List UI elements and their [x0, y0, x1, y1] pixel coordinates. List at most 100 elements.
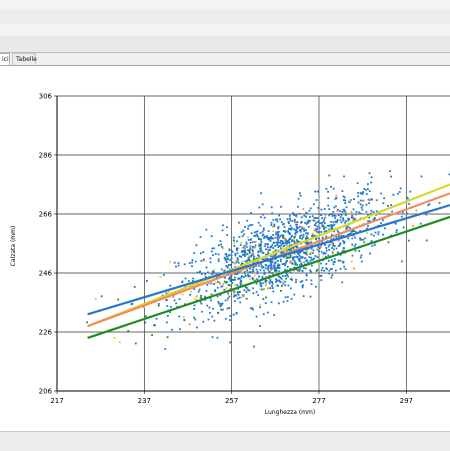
data-point	[293, 256, 296, 259]
data-point	[345, 228, 348, 230]
data-point	[334, 197, 337, 200]
data-point	[301, 226, 304, 228]
data-point	[258, 245, 261, 248]
data-point	[342, 219, 345, 222]
data-point	[296, 223, 299, 226]
data-point	[234, 272, 236, 275]
data-point	[332, 224, 335, 227]
data-point	[170, 328, 173, 331]
data-point	[282, 282, 285, 285]
data-point	[273, 267, 276, 269]
data-point	[344, 214, 347, 217]
data-point	[325, 255, 327, 258]
data-point	[291, 219, 294, 222]
data-point	[325, 188, 328, 190]
data-point	[303, 229, 306, 232]
data-point	[391, 210, 393, 213]
data-point	[262, 313, 265, 316]
data-point	[271, 281, 274, 283]
data-point	[310, 244, 313, 247]
data-point	[274, 281, 277, 283]
data-point	[279, 218, 281, 221]
data-point	[251, 253, 254, 256]
data-point	[258, 243, 261, 246]
data-point	[282, 300, 285, 303]
data-point	[245, 297, 248, 300]
data-point	[370, 233, 373, 236]
data-point	[163, 273, 165, 276]
data-point	[236, 297, 239, 300]
data-point	[339, 219, 342, 222]
data-point	[230, 274, 233, 277]
data-point	[261, 230, 264, 233]
data-point	[248, 245, 251, 248]
data-point	[205, 266, 208, 269]
data-point	[351, 254, 354, 257]
data-point	[202, 251, 205, 254]
data-point	[284, 230, 287, 233]
y-tick-label: 246	[39, 270, 53, 278]
data-point	[222, 224, 224, 227]
data-point	[269, 246, 272, 248]
data-point	[285, 277, 288, 280]
data-point	[263, 235, 266, 238]
data-point	[225, 253, 228, 255]
data-point	[294, 221, 297, 223]
data-point	[266, 235, 268, 237]
data-point	[218, 275, 221, 278]
data-point	[334, 269, 337, 272]
data-point	[344, 220, 347, 222]
data-point	[310, 241, 312, 244]
data-point	[151, 334, 154, 336]
data-point	[292, 213, 295, 216]
data-point	[285, 243, 288, 245]
data-point	[261, 275, 264, 278]
tab-tables[interactable]: Tabelle	[12, 53, 37, 65]
data-point	[339, 253, 342, 256]
data-point	[268, 274, 271, 277]
tab-charts[interactable]: ici	[0, 53, 10, 66]
data-point	[275, 233, 278, 236]
data-point	[295, 281, 297, 284]
data-point	[236, 273, 239, 275]
data-point	[269, 261, 272, 264]
data-point	[209, 257, 212, 260]
regression-line	[87, 204, 450, 316]
data-point	[127, 330, 130, 332]
data-point	[195, 244, 198, 247]
data-point	[250, 232, 253, 235]
data-point	[387, 241, 390, 244]
data-point	[260, 249, 263, 252]
data-point	[306, 242, 309, 245]
data-point	[370, 176, 373, 179]
data-point	[213, 319, 216, 322]
data-point	[194, 260, 197, 263]
data-point	[225, 226, 228, 229]
data-point	[277, 259, 279, 262]
y-tick-label: 266	[39, 211, 53, 219]
data-point	[244, 286, 247, 289]
data-point	[348, 227, 351, 229]
data-point	[300, 220, 303, 223]
data-point	[188, 262, 191, 264]
data-point	[229, 264, 232, 266]
data-point	[334, 205, 337, 208]
data-point	[293, 252, 296, 255]
data-point	[229, 341, 232, 344]
data-point	[255, 282, 258, 285]
data-point	[283, 239, 286, 242]
data-point	[297, 240, 300, 243]
data-point	[282, 241, 284, 244]
data-point	[306, 221, 309, 224]
data-point	[372, 219, 375, 222]
data-point	[322, 252, 325, 255]
data-point	[220, 303, 223, 306]
data-point	[363, 241, 366, 244]
data-point	[277, 275, 280, 278]
data-point	[341, 190, 344, 192]
data-point	[324, 216, 326, 219]
data-point	[326, 224, 329, 227]
data-point	[296, 246, 298, 249]
data-point	[330, 185, 332, 188]
data-point	[271, 237, 274, 240]
